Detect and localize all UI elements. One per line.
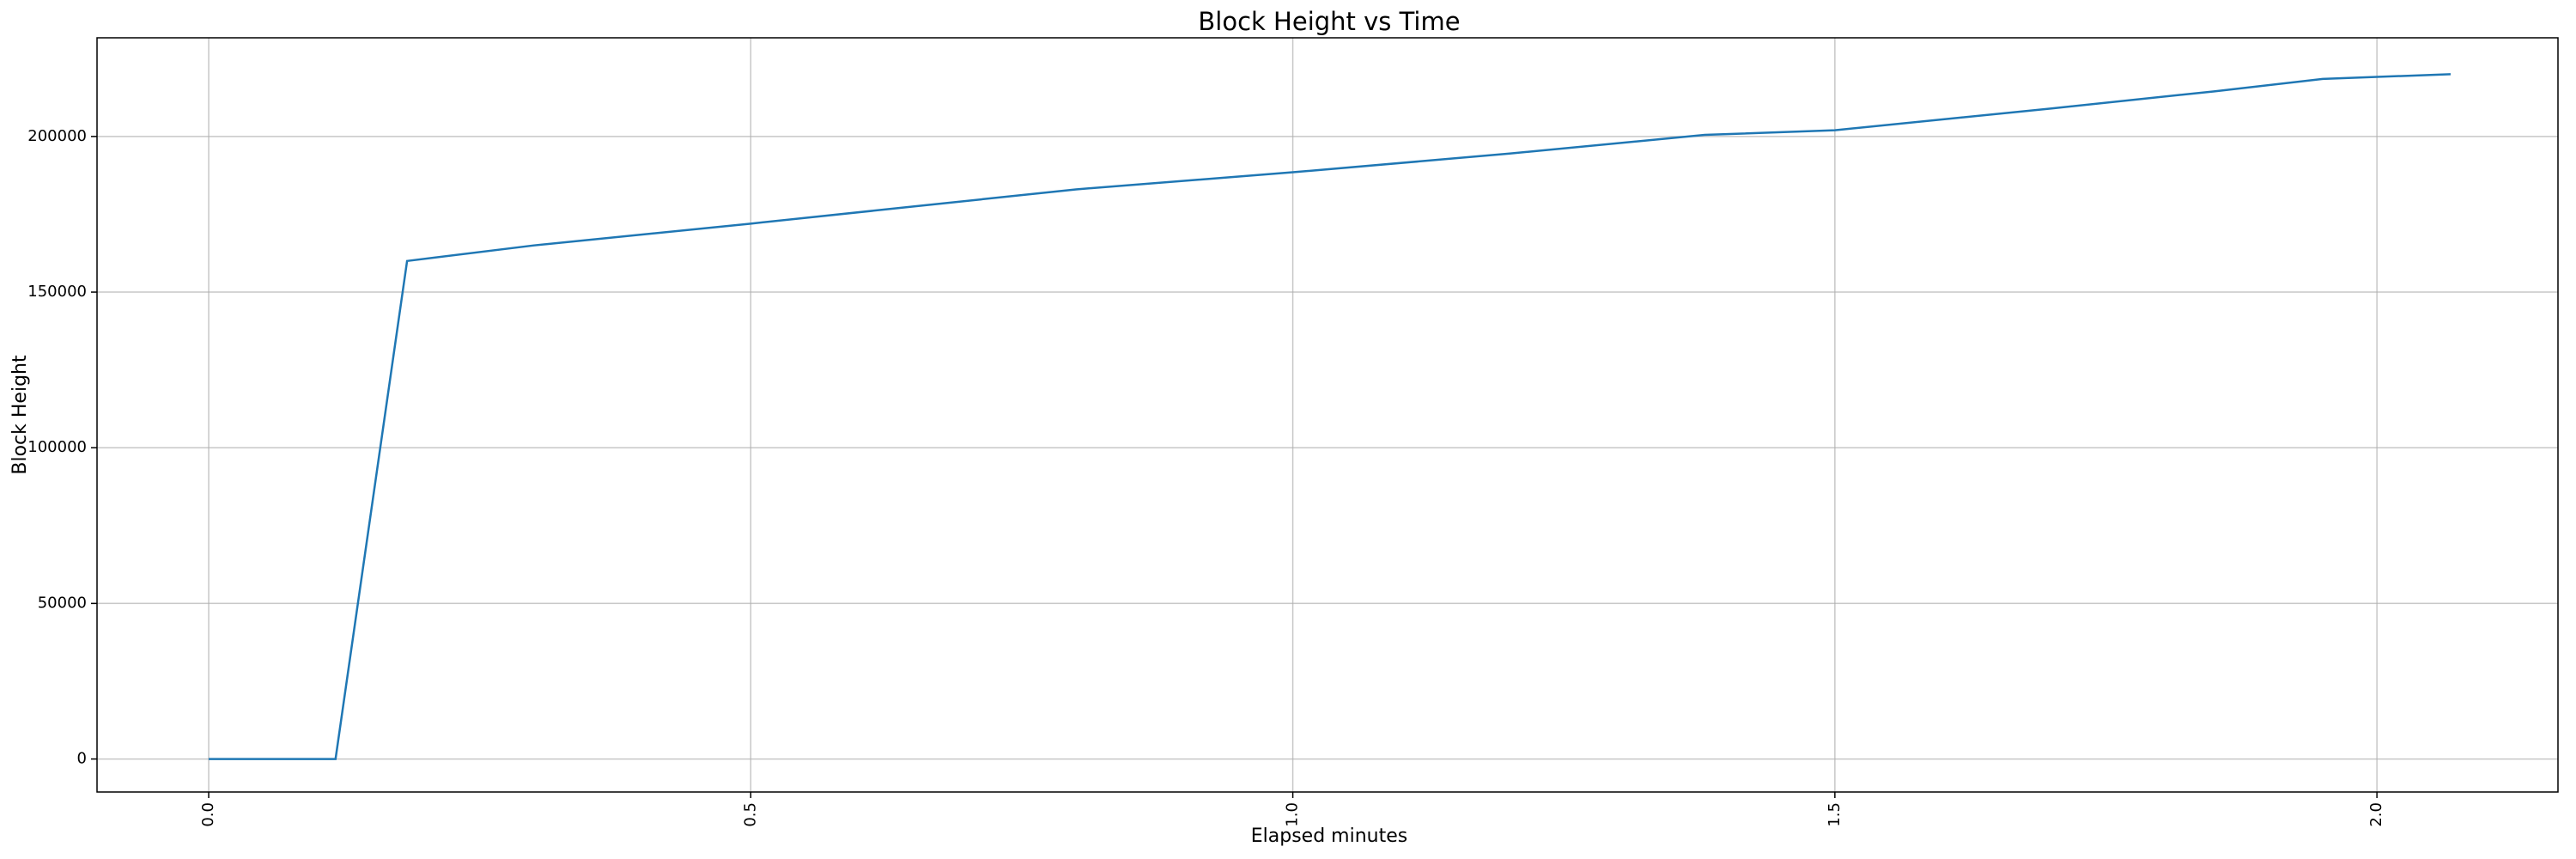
x-tick-label: 1.5 (1826, 802, 1844, 827)
x-tick-label: 0.0 (199, 802, 217, 827)
x-tick-label: 0.5 (741, 802, 759, 827)
y-tick-label: 0 (77, 750, 87, 768)
y-axis-label: Block Height (9, 355, 31, 475)
plot-frame (96, 37, 2559, 793)
chart-title: Block Height vs Time (1198, 7, 1460, 36)
y-tick-label: 150000 (27, 283, 87, 301)
y-tick-label: 100000 (27, 438, 87, 456)
x-tick-label: 1.0 (1284, 802, 1302, 827)
x-tick-label: 2.0 (2367, 802, 2385, 827)
y-tick-label: 50000 (38, 594, 87, 612)
data-line (209, 73, 2451, 760)
y-tick-label: 200000 (27, 127, 87, 145)
x-axis-label: Elapsed minutes (1251, 825, 1407, 847)
